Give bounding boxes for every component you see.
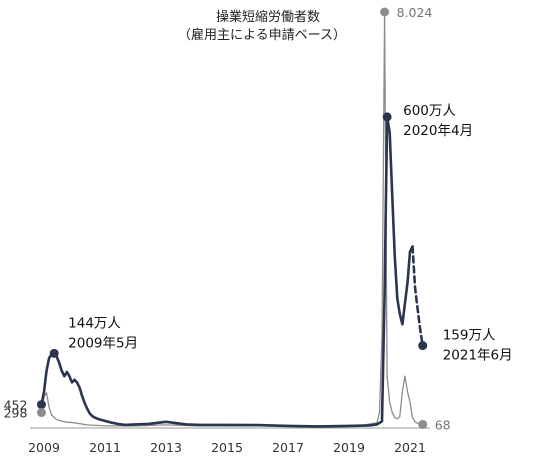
series-lines: [40, 11, 424, 428]
x-tick-label-2009: 2009: [28, 440, 60, 455]
endpoint-label-1: 298: [4, 406, 28, 421]
x-tick-label-2011: 2011: [89, 440, 121, 455]
series-markers: [36, 7, 428, 429]
marker-endpoint-3: [418, 419, 428, 429]
series-line-realized: [40, 115, 414, 428]
annotation-1-line-0: 600万人: [403, 103, 456, 119]
marker-endpoint-2: [380, 7, 390, 17]
annotation-0-line-1: 2009年5月: [68, 335, 138, 351]
x-tick-label-2019: 2019: [333, 440, 365, 455]
x-tick-label-2017: 2017: [272, 440, 304, 455]
x-tick-label-2013: 2013: [150, 440, 182, 455]
marker-annotation-2: [418, 341, 428, 351]
series-line-realized-forecast: [411, 245, 424, 347]
chart-title: 操業短縮労働者数: [216, 9, 320, 25]
annotation-2-line-1: 2021年6月: [443, 348, 513, 364]
series-line-applications: [40, 11, 424, 428]
marker-annotation-0: [49, 348, 59, 358]
marker-endpoint-0: [36, 400, 46, 410]
marker-annotation-1: [382, 112, 392, 122]
marker-endpoint-1: [36, 408, 46, 418]
annotation-1-line-1: 2020年4月: [403, 123, 473, 139]
x-axis-ticks: 2009 2011 2013 2015 2017 2019 2021: [28, 440, 426, 455]
endpoint-label-2: 8.024: [397, 5, 433, 20]
x-tick-label-2021: 2021: [394, 440, 426, 455]
endpoint-label-0: 452: [4, 398, 28, 413]
chart-subtitle: （雇用主による申請ベース）: [178, 27, 346, 43]
annotation-0-line-0: 144万人: [68, 315, 121, 331]
endpoint-label-3: 68: [435, 417, 451, 432]
x-tick-label-2015: 2015: [211, 440, 243, 455]
annotation-2-line-0: 159万人: [443, 328, 496, 344]
value-labels: 144万人 2009年5月 600万人 2020年4月 159万人 2021年6月 4522…: [4, 5, 513, 432]
